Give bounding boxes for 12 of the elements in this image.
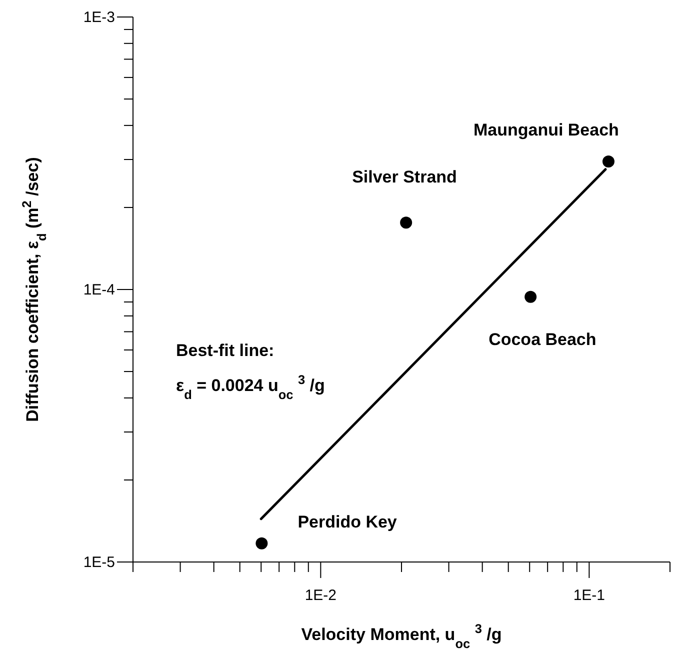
y-tick-label: 1E-3 [83, 9, 115, 26]
annotation: Perdido Key [298, 512, 398, 532]
x-axis-title: Velocity Moment, u$_{oc}$ $^{3}$ /g [301, 620, 502, 649]
annotation: Maunganui Beach [473, 120, 619, 140]
y-tick-label: 1E-5 [83, 554, 115, 571]
x-tick-label: 1E-1 [573, 587, 606, 604]
annotation: ε$_{d}$ = 0.0024 u$_{oc}$ $^{3}$ /g [176, 372, 325, 402]
annotation: Best-fit line: [176, 341, 274, 360]
annotation: Cocoa Beach [488, 330, 596, 349]
annotation: Silver Strand [352, 168, 457, 187]
y-tick-label: 1E-4 [83, 282, 115, 298]
x-tick-label: 1E-2 [304, 587, 337, 604]
